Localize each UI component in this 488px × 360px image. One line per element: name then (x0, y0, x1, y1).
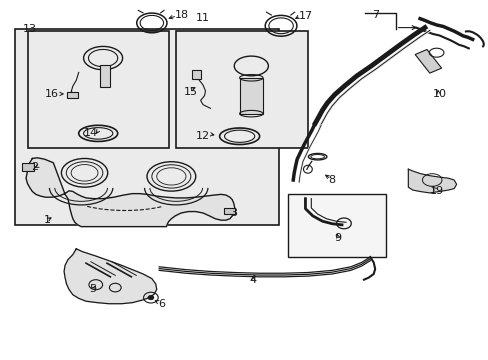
Text: 17: 17 (298, 11, 312, 21)
Bar (414, 49, 441, 73)
Text: 2: 2 (31, 162, 39, 172)
Text: 14: 14 (83, 129, 98, 138)
Text: 16: 16 (45, 89, 59, 99)
Text: 19: 19 (429, 186, 443, 196)
Circle shape (148, 296, 154, 300)
Bar (288, 194, 385, 257)
Bar (100, 65, 110, 87)
Text: 9: 9 (334, 233, 341, 243)
Bar (67, 92, 78, 98)
Text: 13: 13 (23, 24, 37, 35)
Bar (22, 163, 34, 171)
Bar (224, 208, 234, 215)
Polygon shape (26, 158, 234, 226)
Text: 1: 1 (43, 215, 50, 225)
Bar (15, 30, 278, 225)
Text: 8: 8 (328, 175, 335, 185)
Text: 11: 11 (196, 13, 210, 23)
Polygon shape (407, 169, 456, 193)
Text: 18: 18 (175, 10, 189, 20)
Bar (192, 69, 201, 79)
Text: 3: 3 (230, 208, 237, 218)
Text: 12: 12 (196, 131, 210, 140)
Text: 6: 6 (158, 299, 165, 309)
Polygon shape (64, 249, 157, 304)
Text: 10: 10 (432, 89, 446, 99)
Bar (176, 31, 307, 148)
Text: 7: 7 (372, 10, 379, 20)
Text: 15: 15 (183, 87, 198, 97)
Text: 4: 4 (249, 275, 256, 285)
Text: 5: 5 (89, 284, 96, 294)
Bar (239, 78, 263, 114)
Bar (27, 31, 168, 148)
